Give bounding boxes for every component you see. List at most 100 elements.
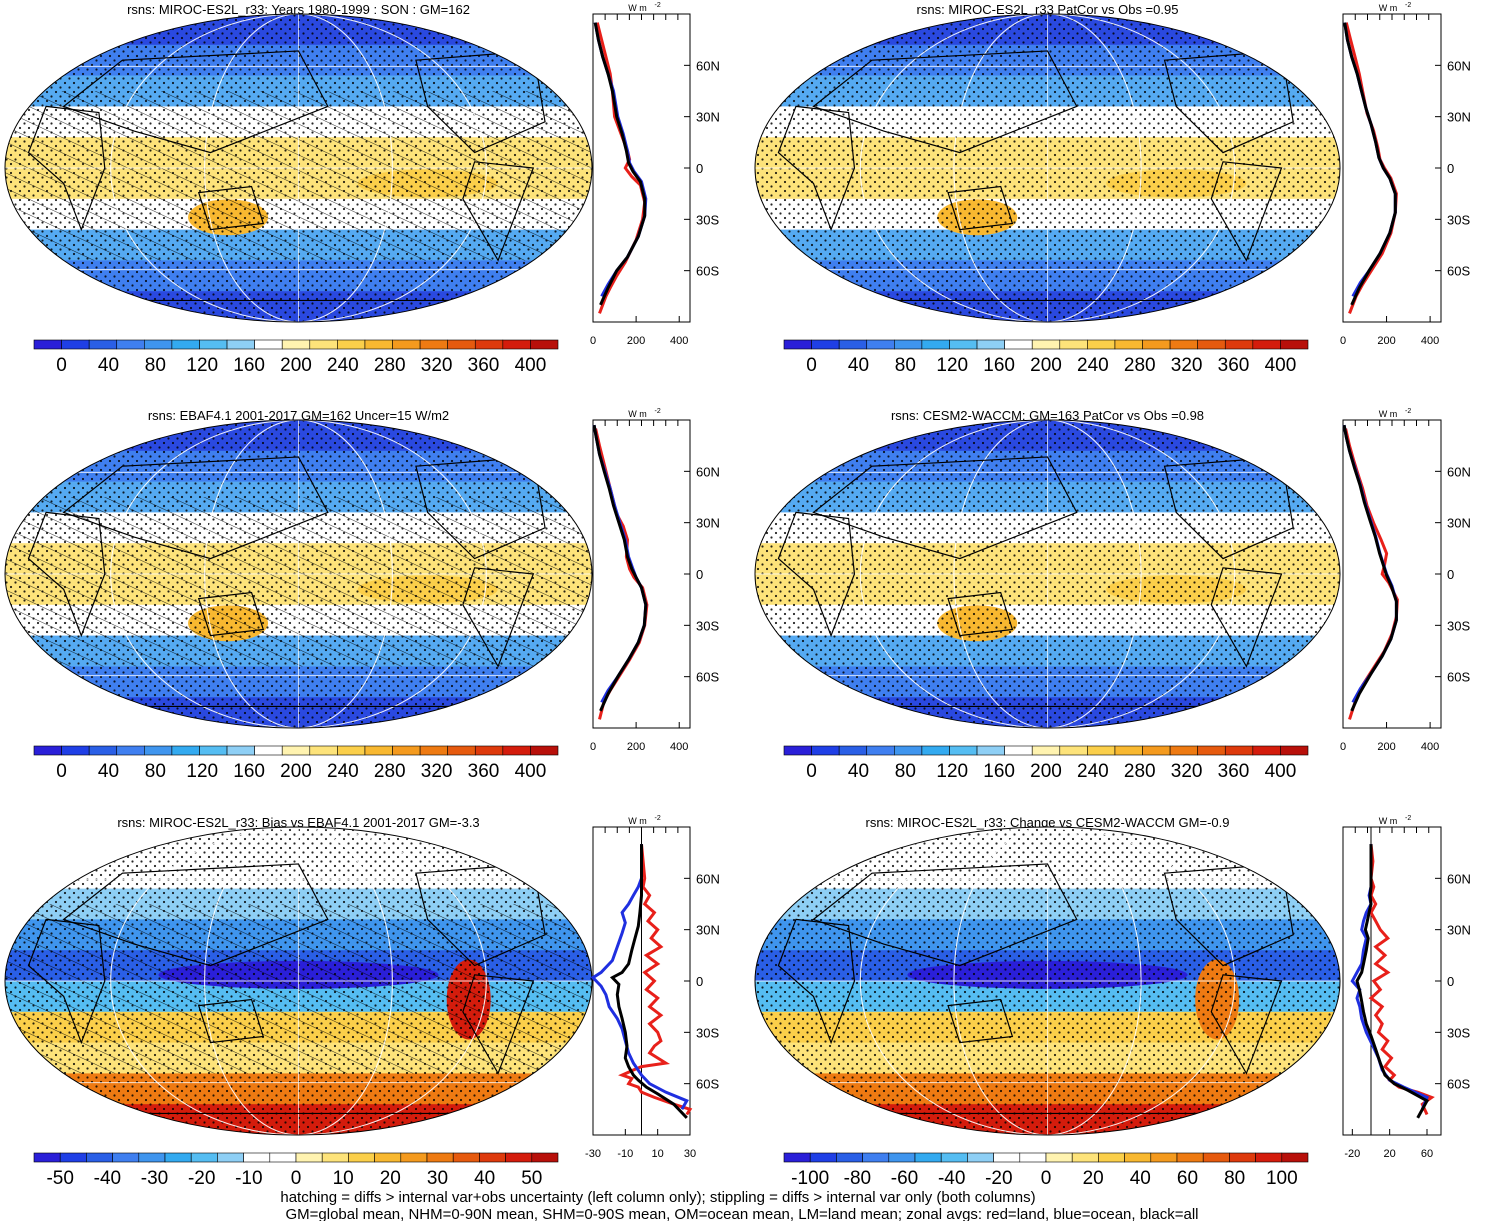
eurasia-outline	[812, 50, 1078, 154]
colorbar-box	[967, 1152, 994, 1163]
colorbar-box	[949, 745, 978, 756]
colorbar-box	[1098, 1152, 1125, 1163]
colorbar-label: 280	[374, 355, 406, 376]
colorbar-label: 20	[1083, 1168, 1104, 1189]
colorbar-box	[838, 745, 868, 756]
panel-4: rsns: CESM2-WACCM: GM=163 PatCor vs Obs …	[754, 408, 1471, 782]
colorbar-label: 0	[56, 355, 67, 376]
colorbar-box	[226, 339, 255, 350]
zonal-mean-plot: W m -2 60N 30N 0 30S 60S -20 20 60	[1342, 815, 1471, 1160]
map-field	[755, 420, 1340, 728]
colorbar-box	[505, 1152, 533, 1163]
zonal-lat-label: 30S	[1447, 212, 1470, 227]
colorbar-box	[1229, 1152, 1256, 1163]
graticule-meridian	[953, 420, 1142, 728]
colorbar-box	[190, 1152, 218, 1163]
colorbar-box	[1059, 339, 1088, 350]
colorbar-box	[88, 339, 118, 350]
colorbar-box	[811, 339, 840, 350]
colorbar-box	[295, 1152, 323, 1163]
map-field	[755, 14, 1340, 322]
colorbar-box	[993, 1152, 1021, 1163]
panel-3: rsns: EBAF4.1 2001-2017 GM=162 Uncer=15 …	[4, 408, 720, 782]
colorbar-label: -20	[188, 1168, 215, 1189]
graticule-meridian	[110, 14, 487, 322]
zonal-unit-sup: -2	[655, 2, 661, 9]
colorbar-box	[502, 339, 531, 350]
zonal-lat-label: 60N	[696, 871, 720, 886]
colorbar-label: 320	[421, 761, 453, 782]
colorbar-label: 400	[1265, 355, 1297, 376]
colorbar-box	[61, 745, 90, 756]
panel-title: rsns: CESM2-WACCM: GM=163 PatCor vs Obs …	[891, 408, 1204, 423]
zonal-lat-label: 60S	[1447, 670, 1470, 685]
colorbar-box	[1004, 745, 1033, 756]
zonal-series-all	[1355, 844, 1430, 1119]
zonal-series-all	[592, 424, 648, 712]
colorbar-label: 120	[936, 355, 968, 376]
zonal-lat-label: 0	[1447, 974, 1454, 989]
zonal-lat-label: 30S	[696, 618, 719, 633]
colorbar-label: -20	[985, 1168, 1012, 1189]
zonal-lat-label: 60N	[1447, 464, 1471, 479]
colorbar-box	[337, 339, 366, 350]
map-field	[5, 420, 592, 728]
australia-outline	[947, 591, 1014, 637]
colorbar-box	[1142, 339, 1171, 350]
colorbar-box	[1087, 339, 1116, 350]
colorbar-box	[426, 1152, 454, 1163]
colorbar-label: 0	[56, 761, 67, 782]
colorbar-label: -40	[938, 1168, 965, 1189]
zonal-x-label: 400	[670, 741, 688, 753]
colorbar-label: 40	[1130, 1168, 1151, 1189]
zonal-lat-label: 30N	[696, 923, 720, 938]
zonal-x-label: 200	[627, 335, 645, 347]
colorbar-label: 160	[233, 355, 265, 376]
colorbar-box	[217, 1152, 244, 1163]
colorbar-box	[866, 339, 895, 350]
zonal-lat-label: 0	[696, 974, 703, 989]
colorbar-box	[33, 339, 62, 350]
colorbar-box	[976, 745, 1005, 756]
zonal-series-all	[609, 844, 688, 1119]
colorbar-box	[894, 745, 923, 756]
zonal-x-label: 10	[652, 1148, 664, 1160]
colorbar-box	[1114, 339, 1143, 350]
colorbar-label: 160	[983, 761, 1015, 782]
zonal-lat-label: 60N	[1447, 58, 1471, 73]
zonal-lat-label: 30S	[696, 1025, 719, 1040]
colorbar-box	[364, 339, 393, 350]
zonal-x-label: 0	[1340, 335, 1346, 347]
zonal-unit: W m	[628, 816, 647, 826]
colorbar-label: 200	[1030, 355, 1062, 376]
colorbar-label: 0	[806, 355, 817, 376]
map-field	[5, 827, 592, 1135]
colorbar-box	[1255, 1152, 1283, 1163]
colorbar-box	[321, 1152, 349, 1163]
colorbar-box	[1114, 745, 1143, 756]
colorbar-box	[116, 339, 145, 350]
graticule-meridian	[953, 827, 1142, 1135]
zonal-series-all	[1343, 22, 1397, 306]
colorbar-label: 40	[98, 355, 119, 376]
zonal-lat-label: 60S	[696, 264, 719, 279]
colorbar-label: 360	[1218, 355, 1250, 376]
south-america-outline	[1210, 161, 1283, 262]
colorbar-box	[1031, 339, 1061, 350]
australia-outline	[947, 998, 1014, 1044]
colorbar-label: 40	[98, 761, 119, 782]
south-america-outline	[1210, 567, 1283, 668]
colorbar-box	[474, 339, 504, 350]
eurasia-outline	[812, 863, 1078, 967]
zonal-frame	[592, 419, 691, 729]
graticule-meridian	[859, 827, 1236, 1135]
africa-outline	[27, 511, 106, 638]
colorbar-box	[888, 1152, 916, 1163]
colorbar-box	[138, 1152, 166, 1163]
zonal-unit-sup: -2	[1405, 2, 1411, 9]
colorbar-box	[88, 745, 118, 756]
zonal-lat-label: 30N	[696, 110, 720, 125]
colorbar-box	[400, 1152, 428, 1163]
zonal-mean-plot: W m -2 60N 30N 0 30S 60S 0 200 400	[1340, 2, 1471, 347]
colorbar-label: 50	[521, 1168, 542, 1189]
